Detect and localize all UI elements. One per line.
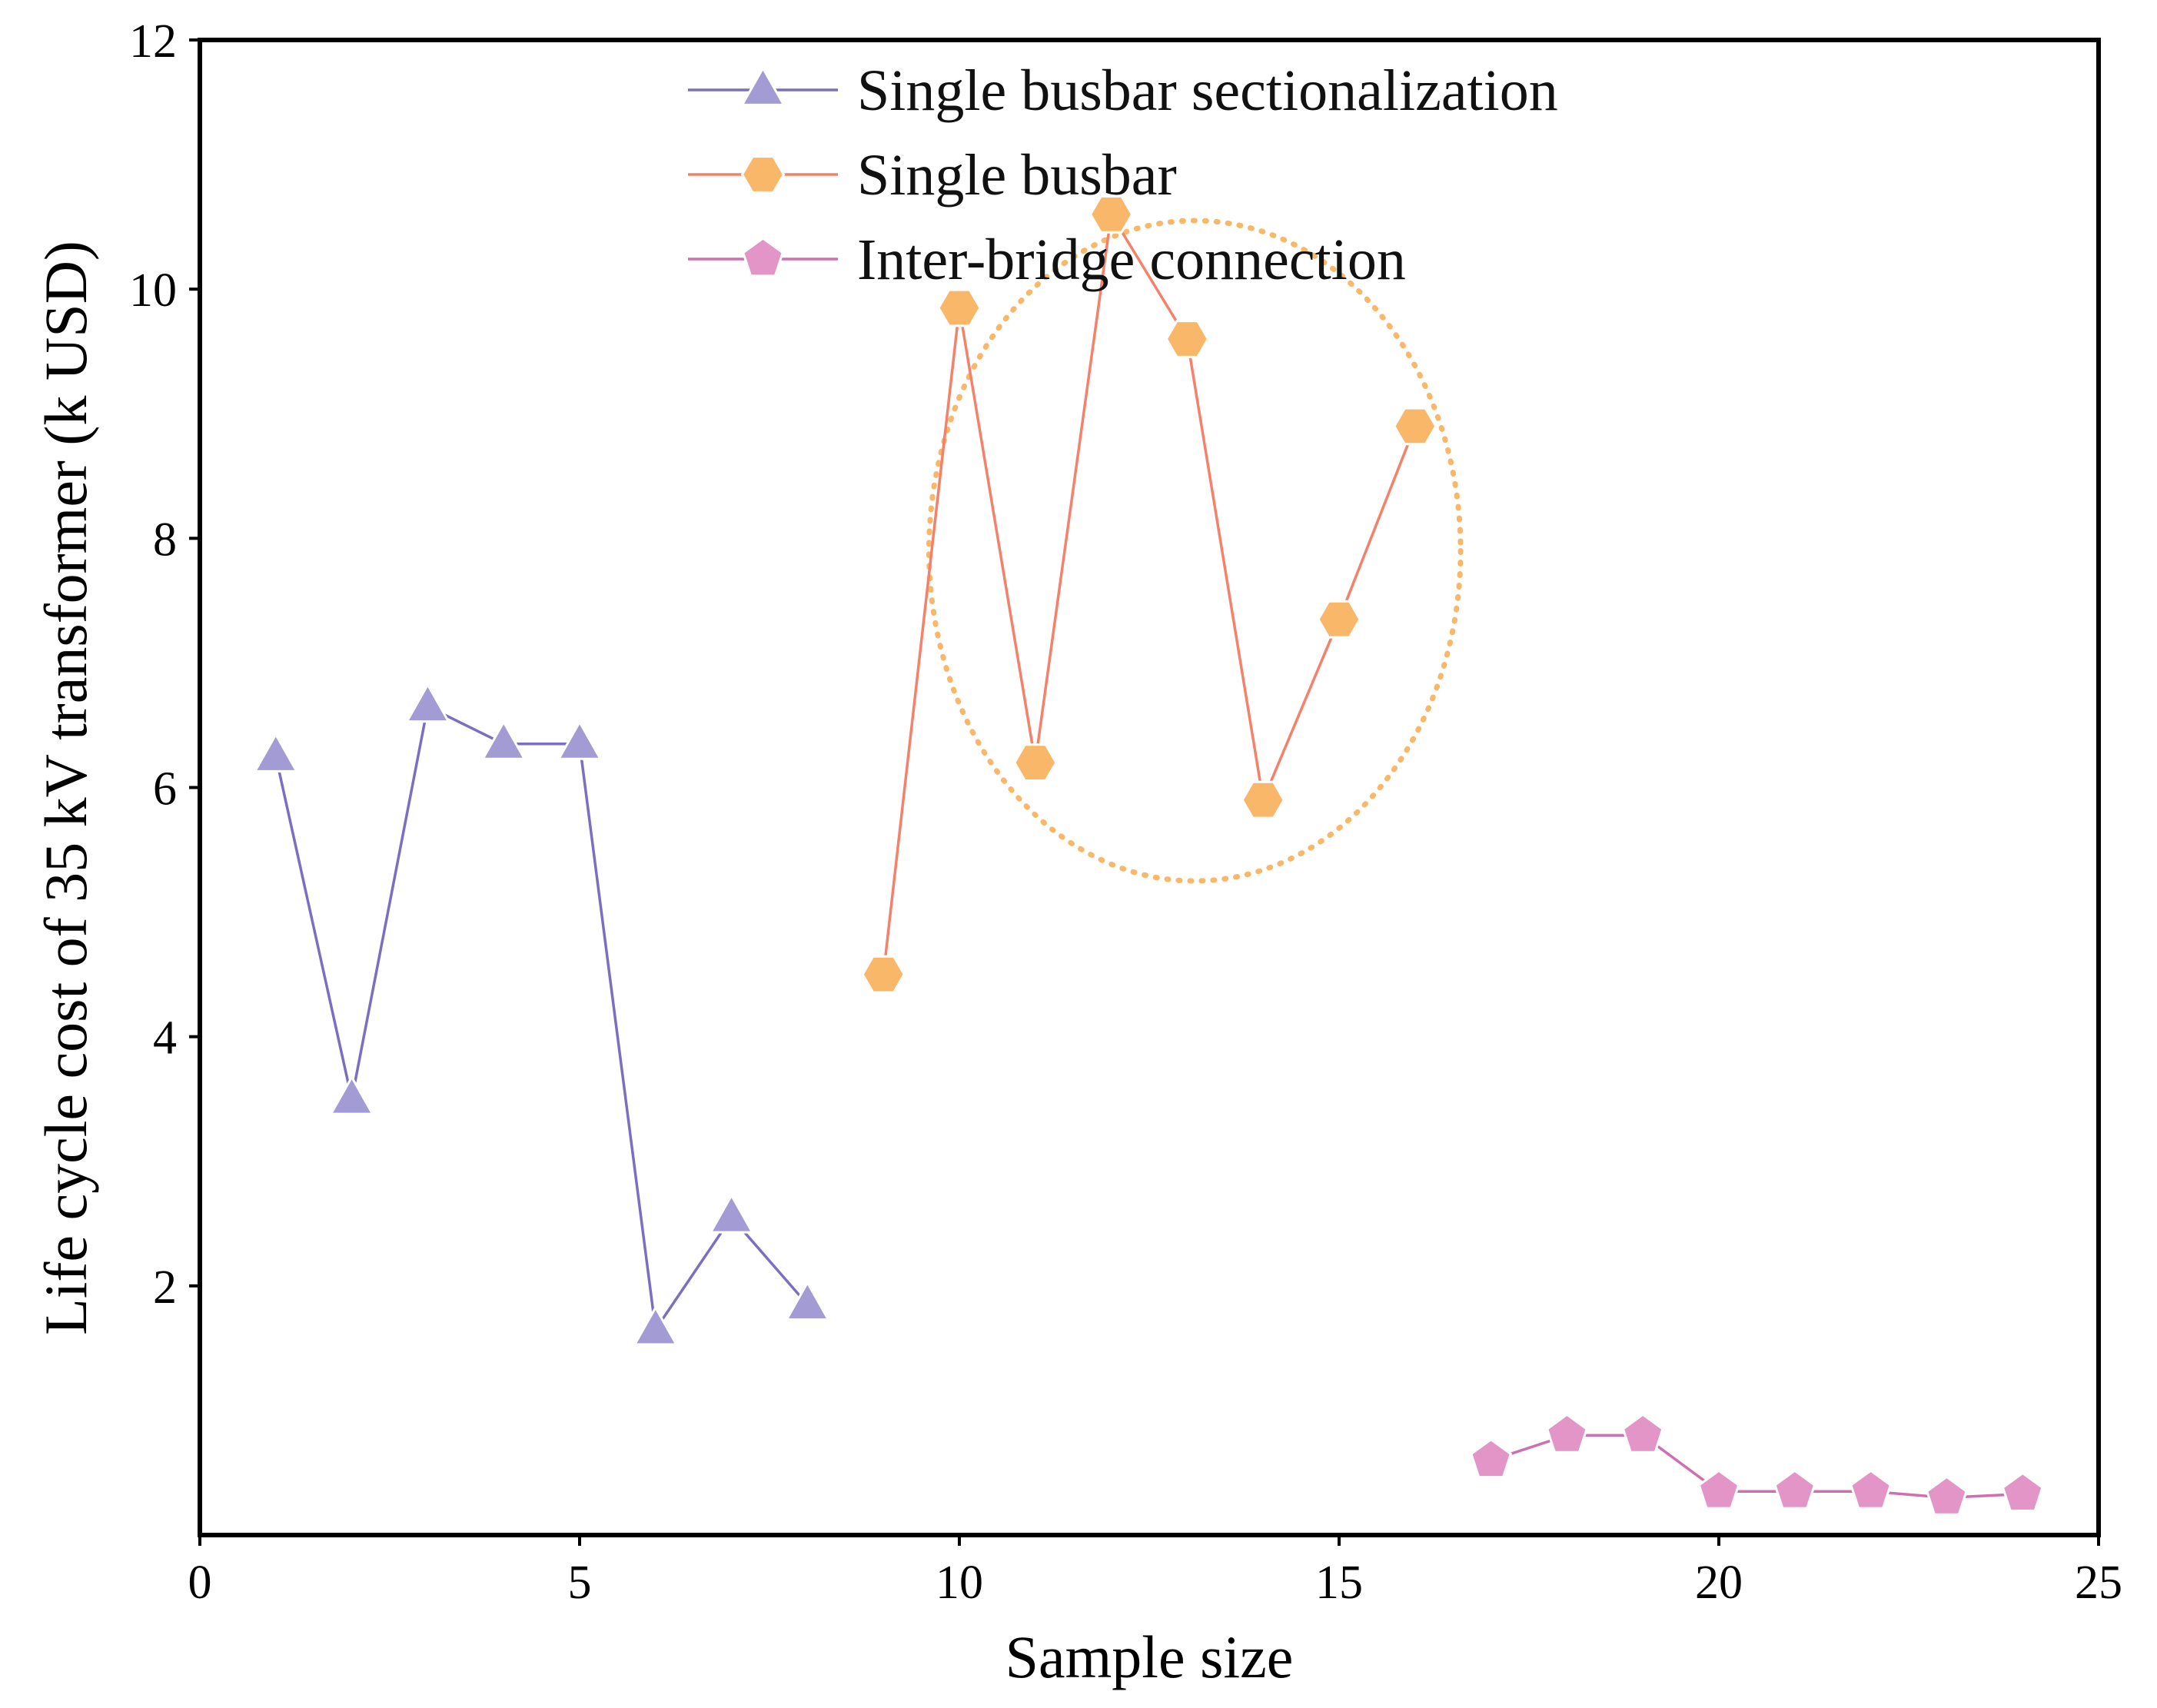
data-point-hexagon xyxy=(1165,320,1210,358)
x-tick-label: 20 xyxy=(1695,1557,1743,1609)
data-point-pentagon xyxy=(1470,1437,1513,1479)
data-point-hexagon xyxy=(1393,407,1437,446)
data-point-hexagon xyxy=(1088,195,1134,234)
x-tick-label: 5 xyxy=(568,1557,592,1609)
x-axis-title: Sample size xyxy=(1005,1623,1294,1690)
data-point-pentagon xyxy=(1925,1475,1968,1516)
y-tick-label: 8 xyxy=(153,513,177,566)
y-axis-ticks: 2 4 6 8 10 12 xyxy=(129,15,200,1314)
data-point-triangle xyxy=(784,1280,830,1321)
series-line xyxy=(882,210,1417,975)
data-point-triangle xyxy=(329,1075,375,1115)
legend-label: Single busbar xyxy=(857,143,1177,208)
x-axis-ticks: 0 5 10 15 20 25 xyxy=(188,1535,2122,1609)
data-point-pentagon xyxy=(1773,1469,1816,1510)
series-hexagon xyxy=(861,195,1437,994)
data-point-pentagon xyxy=(1545,1413,1588,1454)
y-tick-label: 10 xyxy=(129,264,177,317)
x-tick-label: 10 xyxy=(936,1557,983,1609)
y-tick-label: 6 xyxy=(153,763,177,816)
x-tick-label: 15 xyxy=(1315,1557,1363,1609)
y-tick-label: 4 xyxy=(153,1012,177,1065)
data-point-pentagon xyxy=(1697,1469,1740,1510)
legend-marker-hexagon xyxy=(740,155,786,194)
data-point-pentagon xyxy=(1621,1413,1664,1454)
data-point-hexagon xyxy=(937,288,982,327)
data-point-triangle xyxy=(404,682,450,723)
data-point-hexagon xyxy=(1241,780,1285,819)
series-triangle xyxy=(253,682,830,1346)
x-tick-label: 25 xyxy=(2075,1557,2122,1609)
series-line xyxy=(274,704,809,1334)
data-point-triangle xyxy=(557,719,603,760)
data-point-pentagon xyxy=(1850,1469,1893,1510)
data-point-triangle xyxy=(633,1305,679,1346)
data-point-triangle xyxy=(480,719,527,760)
y-axis-title: Life cycle cost of 35 kV transformer (k … xyxy=(32,241,99,1335)
highlight-ellipse xyxy=(926,218,1464,884)
legend-label: Single busbar sectionalization xyxy=(857,58,1558,123)
legend: Single busbar sectionalization Single bus… xyxy=(688,58,1558,292)
legend-marker-pentagon xyxy=(742,237,784,277)
series-layer xyxy=(253,195,2044,1516)
x-tick-label: 0 xyxy=(188,1557,212,1609)
data-point-pentagon xyxy=(2001,1471,2044,1512)
y-tick-label: 2 xyxy=(153,1261,177,1314)
data-point-hexagon xyxy=(861,955,906,994)
annotation-layer xyxy=(926,218,1464,884)
y-tick-label: 12 xyxy=(129,15,177,68)
legend-label: Inter-bridge connection xyxy=(857,228,1406,292)
data-point-triangle xyxy=(709,1193,755,1234)
data-point-hexagon xyxy=(1317,600,1361,639)
data-point-hexagon xyxy=(1013,743,1058,782)
data-point-triangle xyxy=(253,732,299,773)
series-pentagon xyxy=(1470,1413,2044,1516)
legend-marker-triangle xyxy=(739,65,786,106)
